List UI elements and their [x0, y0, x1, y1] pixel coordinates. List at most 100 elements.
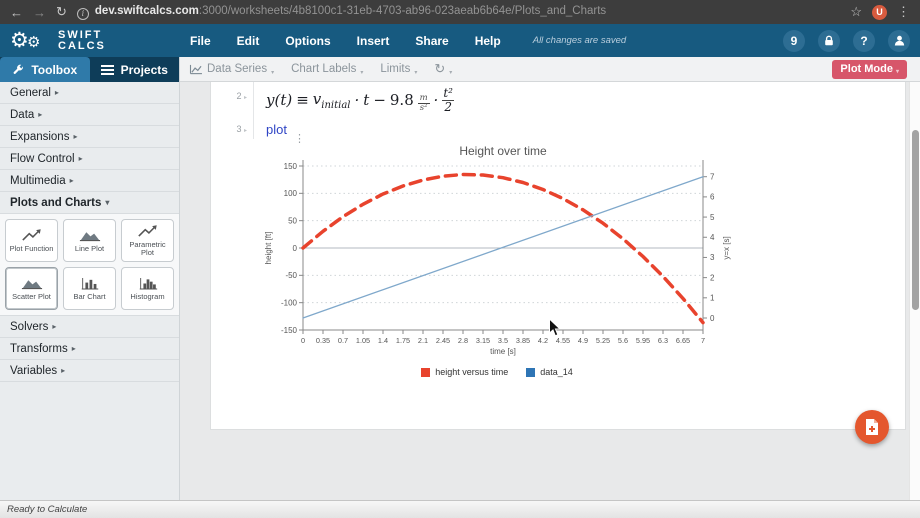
line-chart-arrow-icon: [137, 225, 157, 237]
histogram-icon: [139, 278, 157, 290]
sidebar-item-variables[interactable]: Variables ▸: [0, 360, 179, 382]
eq-t-squared-fraction: t² 2: [442, 86, 454, 114]
sidebar-item-flow-control[interactable]: Flow Control ▸: [0, 148, 179, 170]
menu-options[interactable]: Options: [285, 33, 331, 48]
sidebar-item-solvers[interactable]: Solvers ▸: [0, 316, 179, 338]
svg-text:height [ft]: height [ft]: [264, 232, 273, 265]
plot-mode-label: Plot Mode: [840, 62, 893, 75]
tab-toolbox[interactable]: Toolbox: [0, 57, 90, 82]
legend-swatch-icon: [421, 367, 431, 377]
plot-command[interactable]: plot: [266, 122, 287, 138]
chevron-right-icon: ▸: [73, 132, 78, 141]
save-status-text: All changes are saved: [532, 35, 627, 46]
sidebar-item-general[interactable]: General ▸: [0, 82, 179, 104]
tool-line-plot[interactable]: Line Plot: [63, 219, 116, 262]
svg-text:0.7: 0.7: [338, 336, 348, 345]
chart[interactable]: Height over time 150 100 50 0 -50 -100 -150 0 1 2 3…: [259, 140, 735, 377]
notification-count-button[interactable]: 9: [783, 29, 805, 52]
svg-text:1.05: 1.05: [356, 336, 370, 345]
tool-histogram[interactable]: Histogram: [121, 267, 174, 310]
plots-tools-panel: Plot Function Line Plot Parametric Plot …: [0, 214, 179, 316]
svg-text:6: 6: [710, 193, 715, 202]
worksheet-line-3[interactable]: 3 ▸ plot: [211, 115, 905, 140]
sidebar-item-data[interactable]: Data ▸: [0, 104, 179, 126]
sidebar: Toolbox Projects General ▸ Data ▸ Expans…: [0, 57, 180, 500]
plot-mode-button[interactable]: Plot Mode ▾: [832, 59, 907, 79]
sidebar-item-multimedia[interactable]: Multimedia ▸: [0, 170, 179, 192]
address-bar[interactable]: i dev.swiftcalcs.com:3000/worksheets/4b81…: [76, 5, 840, 20]
menu-help[interactable]: Help: [474, 33, 501, 48]
tab-limits[interactable]: Limits ▾: [380, 63, 418, 76]
reload-icon[interactable]: ↻: [56, 4, 67, 19]
scrollbar-thumb[interactable]: [912, 130, 919, 310]
sidebar-item-transforms[interactable]: Transforms ▸: [0, 338, 179, 360]
tool-label: Line Plot: [74, 244, 105, 253]
svg-text:2: 2: [710, 273, 715, 282]
plot-drag-handle-icon[interactable]: ⋮: [294, 133, 305, 145]
bookmark-star-icon[interactable]: ☆: [850, 4, 862, 19]
refresh-plot-button[interactable]: ↻ ▾: [434, 61, 452, 77]
sidebar-item-plots-and-charts[interactable]: Plots and Charts ▾: [0, 192, 179, 214]
menu-insert[interactable]: Insert: [356, 33, 390, 48]
tool-bar-chart[interactable]: Bar Chart: [63, 267, 116, 310]
svg-text:7: 7: [710, 173, 715, 182]
new-worksheet-fab[interactable]: [855, 410, 889, 444]
tab-projects-label: Projects: [120, 62, 168, 77]
browser-profile-avatar[interactable]: U: [872, 4, 887, 20]
refresh-icon: ↻: [434, 61, 446, 76]
svg-text:2.1: 2.1: [418, 336, 428, 345]
svg-text:4.55: 4.55: [556, 336, 570, 345]
back-icon[interactable]: ←: [10, 4, 23, 20]
svg-text:4.2: 4.2: [538, 336, 548, 345]
page-info-icon[interactable]: i: [76, 7, 89, 20]
eq-t: t: [363, 91, 370, 110]
svg-text:5.6: 5.6: [618, 336, 628, 345]
svg-text:4: 4: [710, 233, 715, 242]
chevron-down-icon: ▾: [105, 198, 110, 207]
tool-scatter-plot[interactable]: Scatter Plot: [5, 267, 58, 310]
svg-text:0: 0: [710, 314, 715, 323]
chevron-right-icon: ▸: [52, 322, 57, 331]
chart-legend: height versus time data_14: [259, 367, 735, 377]
svg-text:1.75: 1.75: [396, 336, 410, 345]
plot-toolbar: Data Series ▾ Chart Labels ▾ Limits ▾ ↻ …: [180, 57, 920, 82]
menu-bar: File Edit Options Insert Share Help: [190, 34, 501, 48]
worksheet-line-2[interactable]: 2 ▸ y(t) ≡ vinitial · t − 9.8: [211, 82, 905, 116]
account-button[interactable]: [888, 29, 910, 52]
tool-label: Scatter Plot: [12, 292, 51, 301]
chevron-down-icon: ▾: [414, 69, 418, 76]
svg-text:7: 7: [701, 336, 705, 345]
line-caret-icon: ▸: [243, 128, 247, 135]
chevron-right-icon: ▸: [69, 176, 74, 185]
swiftcalcs-logo[interactable]: ⚙ ⚙ Swift Calcs: [0, 27, 178, 55]
bar-chart-icon: [81, 278, 98, 290]
tab-label: Chart Labels: [291, 63, 357, 75]
tool-parametric-plot[interactable]: Parametric Plot: [121, 219, 174, 262]
menu-file[interactable]: File: [190, 33, 211, 48]
section-label: Expansions: [10, 130, 70, 143]
svg-text:Height over time: Height over time: [459, 144, 547, 158]
menu-edit[interactable]: Edit: [236, 33, 260, 48]
brand-line1: Swift: [58, 28, 103, 41]
mini-chart-icon: [189, 64, 202, 74]
equation[interactable]: y(t) ≡ vinitial · t − 9.8 m s²: [266, 87, 905, 113]
help-button[interactable]: ?: [853, 29, 875, 52]
tool-label: Plot Function: [9, 244, 54, 253]
svg-text:-50: -50: [285, 271, 297, 280]
browser-menu-icon[interactable]: ⋮: [897, 4, 910, 19]
svg-text:6.3: 6.3: [658, 336, 668, 345]
section-label: Solvers: [10, 320, 49, 333]
menu-share[interactable]: Share: [415, 33, 449, 48]
chart-svg: Height over time150100500-50-100-1500123…: [264, 144, 731, 356]
lock-button[interactable]: [818, 29, 840, 52]
tool-plot-function[interactable]: Plot Function: [5, 219, 58, 262]
sidebar-item-expansions[interactable]: Expansions ▸: [0, 126, 179, 148]
forward-icon[interactable]: →: [33, 4, 46, 20]
worksheet-scroll-area[interactable]: 2 ▸ y(t) ≡ vinitial · t − 9.8: [180, 82, 920, 500]
tab-chart-labels[interactable]: Chart Labels ▾: [291, 63, 363, 76]
tab-projects[interactable]: Projects: [90, 57, 180, 82]
tool-label: Parametric Plot: [129, 240, 166, 257]
tab-data-series[interactable]: Data Series ▾: [189, 63, 274, 76]
vertical-scrollbar[interactable]: [909, 82, 920, 500]
